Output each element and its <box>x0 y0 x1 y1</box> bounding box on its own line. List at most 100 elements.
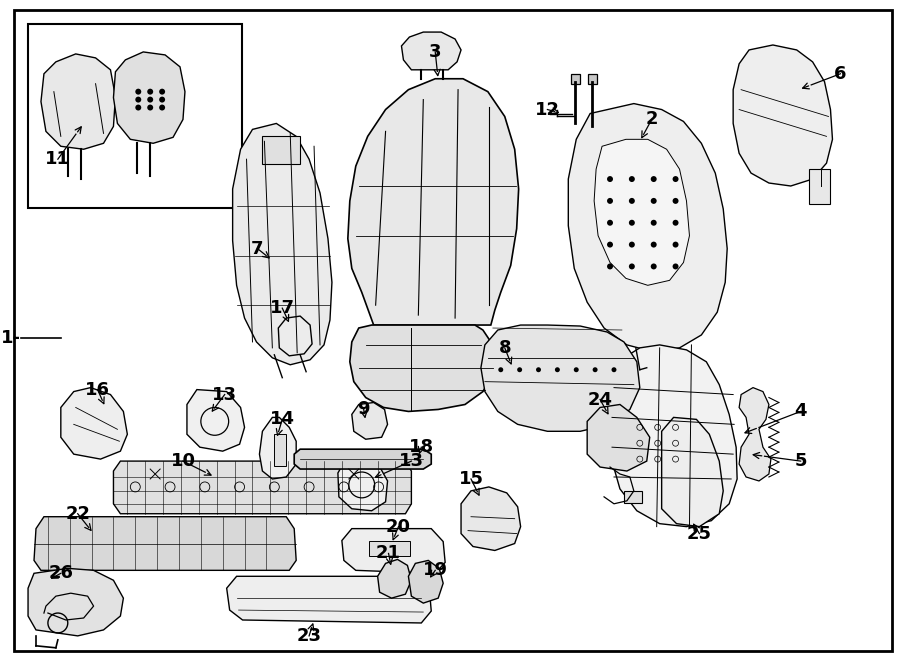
Text: 26: 26 <box>49 564 73 582</box>
Text: 25: 25 <box>687 525 712 543</box>
Text: 13: 13 <box>212 385 238 404</box>
Polygon shape <box>294 449 431 469</box>
Text: 10: 10 <box>170 452 195 470</box>
Polygon shape <box>61 387 128 459</box>
Bar <box>624 491 642 503</box>
Text: 14: 14 <box>270 410 295 428</box>
Circle shape <box>672 219 679 225</box>
Circle shape <box>499 368 503 372</box>
Circle shape <box>592 368 598 372</box>
Circle shape <box>607 219 613 225</box>
Polygon shape <box>594 139 689 286</box>
Polygon shape <box>350 325 495 411</box>
Circle shape <box>159 104 165 110</box>
Text: 17: 17 <box>270 299 295 317</box>
Text: 1-: 1- <box>1 329 21 347</box>
Polygon shape <box>568 104 727 352</box>
Circle shape <box>607 264 613 270</box>
Text: 11: 11 <box>45 150 70 168</box>
Circle shape <box>148 104 153 110</box>
Text: 8: 8 <box>499 339 511 357</box>
Bar <box>263 136 301 164</box>
Text: 13: 13 <box>399 452 424 470</box>
Circle shape <box>651 264 657 270</box>
Polygon shape <box>41 54 115 149</box>
Text: 22: 22 <box>65 505 90 523</box>
Circle shape <box>148 97 153 102</box>
Circle shape <box>135 97 141 102</box>
Circle shape <box>672 176 679 182</box>
Polygon shape <box>338 457 388 511</box>
Text: 6: 6 <box>834 65 847 83</box>
Circle shape <box>611 368 616 372</box>
Polygon shape <box>227 576 431 623</box>
Bar <box>28 24 241 208</box>
Circle shape <box>629 242 634 248</box>
Circle shape <box>159 89 165 95</box>
Text: 24: 24 <box>588 391 613 408</box>
Polygon shape <box>378 559 411 598</box>
Bar <box>572 74 580 84</box>
Polygon shape <box>734 45 833 186</box>
Circle shape <box>629 264 634 270</box>
Polygon shape <box>481 325 640 431</box>
Circle shape <box>574 368 579 372</box>
Circle shape <box>651 219 657 225</box>
Polygon shape <box>187 389 245 451</box>
Text: 19: 19 <box>423 561 447 579</box>
Text: 5: 5 <box>795 452 807 470</box>
Polygon shape <box>739 387 771 481</box>
Text: 20: 20 <box>386 518 411 535</box>
Text: 4: 4 <box>795 403 807 420</box>
Circle shape <box>607 176 613 182</box>
Circle shape <box>672 198 679 204</box>
Text: 12: 12 <box>535 100 560 118</box>
Text: 9: 9 <box>357 401 370 418</box>
Circle shape <box>148 89 153 95</box>
Text: 21: 21 <box>376 545 401 563</box>
Polygon shape <box>352 403 388 440</box>
Polygon shape <box>34 517 296 570</box>
Polygon shape <box>461 487 520 551</box>
Circle shape <box>629 219 634 225</box>
Polygon shape <box>347 79 518 325</box>
Circle shape <box>651 176 657 182</box>
Circle shape <box>518 368 522 372</box>
Circle shape <box>672 264 679 270</box>
Polygon shape <box>259 417 296 479</box>
Bar <box>369 541 410 557</box>
Circle shape <box>651 242 657 248</box>
Circle shape <box>159 97 165 102</box>
Bar <box>274 434 286 466</box>
Circle shape <box>629 176 634 182</box>
Circle shape <box>629 198 634 204</box>
Polygon shape <box>409 561 443 603</box>
Bar <box>808 169 831 204</box>
Polygon shape <box>278 316 312 356</box>
Polygon shape <box>401 32 461 70</box>
Polygon shape <box>28 568 123 636</box>
Polygon shape <box>662 417 724 527</box>
Polygon shape <box>232 124 332 365</box>
Circle shape <box>135 104 141 110</box>
Circle shape <box>135 89 141 95</box>
Polygon shape <box>342 529 446 573</box>
Text: 3: 3 <box>429 43 442 61</box>
Polygon shape <box>608 345 737 527</box>
Polygon shape <box>113 461 411 514</box>
Circle shape <box>672 242 679 248</box>
Bar <box>589 74 597 84</box>
Polygon shape <box>587 405 650 471</box>
Text: 16: 16 <box>86 381 110 399</box>
Circle shape <box>651 198 657 204</box>
Circle shape <box>607 198 613 204</box>
Circle shape <box>536 368 541 372</box>
Circle shape <box>607 242 613 248</box>
Text: 15: 15 <box>458 470 483 488</box>
Polygon shape <box>113 52 185 143</box>
Text: 7: 7 <box>251 239 264 258</box>
Text: 2: 2 <box>645 110 658 128</box>
Circle shape <box>555 368 560 372</box>
Text: 23: 23 <box>297 627 321 645</box>
Text: 18: 18 <box>409 438 434 456</box>
